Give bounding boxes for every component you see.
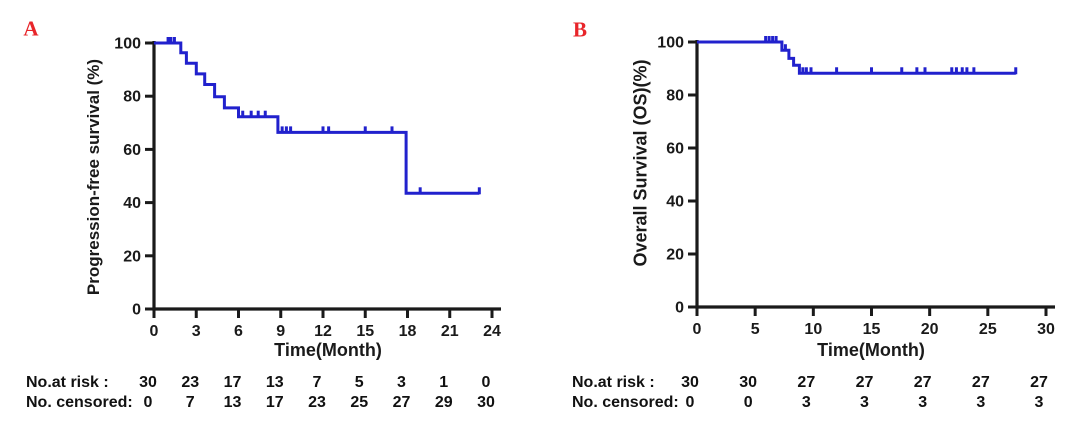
panel-a-letter: A [23,16,39,41]
y-tick-label: 60 [123,142,141,159]
panel-b-letter: B [572,17,588,42]
at-risk-value: 27 [1030,374,1048,391]
censor-ticks [166,37,481,195]
at-risk-value: 3 [397,374,406,391]
x-tick-label: 9 [276,323,285,340]
panel-a-censored-label: No. censored: [26,394,133,411]
y-tick-label: 100 [657,35,684,52]
censored-value: 23 [308,394,326,411]
panel-a: A Progression-free survival (%) 0 20 40 60 8… [23,16,501,411]
at-risk-value: 23 [181,374,200,391]
y-tick-label: 80 [123,89,141,106]
at-risk-value: 7 [312,374,322,391]
y-tick-label: 20 [123,248,141,265]
censored-value: 7 [185,394,195,411]
y-tick-label: 40 [123,195,141,212]
censored-value: 0 [685,394,695,411]
at-risk-value: 5 [354,374,364,391]
panel-b-x-axis-title: Time(Month) [817,340,925,360]
panel-b-censored-label: No. censored: [572,394,679,411]
x-tick-label: 24 [483,323,501,340]
km-curve [154,41,480,195]
censored-value: 3 [976,394,986,411]
x-tick-label: 18 [399,323,417,340]
at-risk-value: 27 [855,374,874,391]
x-tick-label: 0 [693,321,702,338]
y-tick-label: 0 [132,302,141,319]
at-risk-value: 27 [913,374,932,391]
x-ticks: 0 5 10 15 20 25 30 [693,307,1055,338]
panel-a-km-plot: 0 20 40 60 80 100 0 3 6 9 12 15 18 21 24 [114,36,501,340]
y-tick-label: 0 [675,300,684,317]
censored-value: 29 [434,394,453,411]
at-risk-value: 30 [681,374,699,391]
censored-value: 3 [918,394,928,411]
x-tick-label: 5 [751,321,760,338]
x-tick-label: 20 [921,321,939,338]
at-risk-value: 30 [739,374,758,391]
at-risk-value: 30 [139,374,157,391]
axes [695,40,1055,309]
censored-value: 0 [743,394,753,411]
x-tick-label: 15 [356,323,374,340]
censored-value: 3 [801,394,811,411]
y-ticks: 0 20 40 60 80 100 [114,36,154,319]
censored-value: 17 [265,394,284,411]
x-ticks: 0 3 6 9 12 15 18 21 24 [150,309,501,340]
km-curve [697,40,1016,75]
y-tick-label: 60 [666,141,684,158]
censored-value: 13 [223,394,242,411]
censor-ticks [764,36,1018,75]
x-tick-label: 21 [441,323,459,340]
censored-value: 25 [350,394,369,411]
y-tick-label: 20 [666,247,684,264]
y-tick-label: 80 [666,88,684,105]
y-tick-label: 40 [666,194,684,211]
panel-a-x-axis-title: Time(Month) [274,340,382,360]
x-tick-label: 25 [979,321,997,338]
censored-value: 27 [392,394,411,411]
panel-a-at-risk-label: No.at risk : [26,374,109,391]
x-tick-label: 0 [150,323,159,340]
censored-value: 3 [860,394,869,411]
censored-value: 0 [143,394,153,411]
at-risk-value: 27 [797,374,816,391]
x-tick-label: 30 [1037,321,1055,338]
x-tick-label: 12 [314,323,332,340]
x-tick-label: 10 [804,321,822,338]
y-tick-label: 100 [114,36,141,53]
axes [152,41,501,311]
y-ticks: 0 20 40 60 80 100 [657,35,697,317]
at-risk-value: 17 [223,374,242,391]
at-risk-value: 1 [439,374,449,391]
at-risk-value: 27 [971,374,990,391]
at-risk-value: 0 [481,374,491,391]
censored-value: 30 [477,394,495,411]
x-tick-label: 15 [863,321,881,338]
at-risk-value: 13 [265,374,284,391]
panel-b-km-plot: 0 20 40 60 80 100 0 5 10 15 20 25 30 [657,35,1055,338]
panel-b-at-risk-label: No.at risk : [572,374,655,391]
panel-b: B Overall Survival (OS)(%) 0 20 40 60 80 100 0… [540,0,1080,424]
x-tick-label: 6 [234,323,243,340]
x-tick-label: 3 [192,323,201,340]
censored-value: 3 [1034,394,1044,411]
